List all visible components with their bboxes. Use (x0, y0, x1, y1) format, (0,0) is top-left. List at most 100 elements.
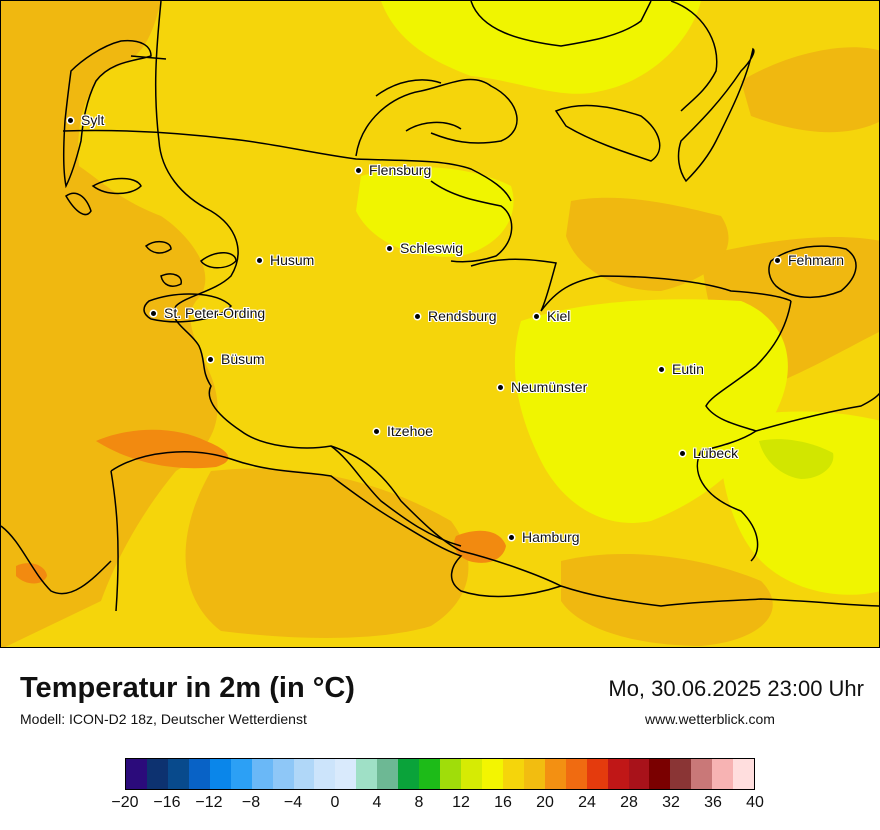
cool-band-east (720, 411, 879, 595)
city-dot (509, 534, 514, 540)
colorbar-swatch (419, 759, 441, 789)
cool-band-angeln (356, 167, 514, 257)
warm-patch-south (185, 468, 469, 638)
colorbar-swatch (565, 759, 587, 789)
city-label: Flensburg (369, 162, 432, 178)
city-dot (387, 245, 392, 251)
city-hamburg: Hamburg (509, 529, 580, 545)
city-label: Eutin (672, 361, 704, 377)
colorbar-tick-label: 12 (452, 794, 470, 811)
colorbar-swatch (146, 759, 168, 789)
city-label: Büsum (221, 351, 265, 367)
hot-spot-sw (16, 563, 47, 584)
colorbar-tick-label: 0 (330, 794, 340, 811)
colorbar-tick-label: 36 (704, 794, 722, 811)
colorbar-swatch (461, 759, 482, 789)
map-layers (1, 1, 879, 647)
colorbar-swatch (440, 759, 461, 789)
colorbar-swatch (398, 759, 420, 789)
city-dot (151, 310, 156, 316)
colorbar-swatch (649, 759, 671, 789)
colorbar-swatch (126, 759, 147, 789)
colorbar-tick-label: 4 (372, 794, 382, 811)
colorbar-tick-label: 40 (746, 794, 764, 811)
city-husum: Husum (257, 252, 314, 268)
city-flensburg: Flensburg (356, 162, 431, 178)
sea-temperature-field (1, 1, 218, 647)
temperature-colorbar (125, 758, 755, 790)
city-dot (257, 257, 262, 263)
colorbar-swatch (712, 759, 734, 789)
city-dot (356, 167, 361, 173)
colorbar-swatch (209, 759, 231, 789)
city-dot (68, 117, 73, 123)
colorbar-tick-label: 16 (494, 794, 512, 811)
city-label: Sylt (81, 112, 105, 128)
colorbar-swatch (544, 759, 566, 789)
colorbar-tick-label: 20 (536, 794, 554, 811)
city-label: Husum (270, 252, 315, 268)
colorbar-swatch (607, 759, 629, 789)
colorbar-ticks: −20 −16 −12 −8 −4 0 4 8 12 16 20 24 28 32 36 40 (0, 794, 880, 818)
city-label: Itzehoe (387, 423, 433, 439)
colorbar-swatch (733, 759, 755, 789)
city-label: Neumünster (511, 379, 588, 395)
city-label: Hamburg (522, 529, 580, 545)
colorbar-swatch (502, 759, 524, 789)
city-sylt: Sylt (68, 112, 104, 128)
warm-patch-kiel-bay (566, 197, 729, 291)
cool-band-holstein (514, 299, 788, 523)
colorbar-tick-label: −8 (241, 794, 261, 811)
colorbar-swatch (670, 759, 692, 789)
colorbar-swatch (628, 759, 650, 789)
city-eutin: Eutin (659, 361, 704, 377)
colorbar-tick-label: 24 (578, 794, 596, 811)
city-label: St. Peter-Ording (164, 305, 266, 321)
city-neumuenster: Neumünster (498, 379, 587, 395)
colorbar-swatch (251, 759, 273, 789)
colorbar-swatch (188, 759, 210, 789)
city-rendsburg: Rendsburg (415, 308, 497, 324)
city-dot (498, 384, 503, 390)
colorbar-tick-label: −16 (153, 794, 181, 811)
colorbar-tick-label: 8 (414, 794, 424, 811)
website-link[interactable]: www.wetterblick.com (645, 711, 775, 727)
city-dot (534, 313, 539, 319)
city-dot (680, 450, 685, 456)
city-schleswig: Schleswig (387, 240, 463, 256)
colorbar-swatch (230, 759, 252, 789)
hot-spot-elbe-mouth (96, 429, 229, 469)
colorbar-tick-label: −4 (283, 794, 303, 811)
map-title: Temperatur in 2m (in °C) (20, 672, 355, 704)
city-dot (415, 313, 420, 319)
colorbar-swatch (167, 759, 189, 789)
colorbar-tick-label: 28 (620, 794, 638, 811)
city-label: Kiel (547, 308, 571, 324)
colorbar-swatch (586, 759, 608, 789)
temperature-map: Sylt Flensburg Schleswig Husum Fehmarn S… (0, 0, 880, 648)
city-dot (208, 356, 213, 362)
city-dot (374, 428, 379, 434)
colorbar-tick-label: 32 (662, 794, 680, 811)
city-itzehoe: Itzehoe (374, 423, 433, 439)
city-fehmarn: Fehmarn (775, 252, 844, 268)
colorbar-swatch (523, 759, 545, 789)
city-kiel: Kiel (534, 308, 570, 324)
city-dot (775, 257, 780, 263)
city-label: Rendsburg (428, 308, 497, 324)
cool-patch-lauenburg (759, 439, 834, 479)
cool-band-north (381, 1, 701, 94)
colorbar-swatch (377, 759, 399, 789)
colorbar-tick-label: −12 (195, 794, 223, 811)
colorbar-swatch (691, 759, 713, 789)
city-label: Schleswig (400, 240, 464, 256)
forecast-datetime: Mo, 30.06.2025 23:00 Uhr (608, 676, 864, 701)
city-buesum: Büsum (208, 351, 265, 367)
warm-patch-ne (741, 47, 879, 133)
warm-patch-se (561, 553, 773, 646)
city-label: Lübeck (693, 445, 739, 461)
colorbar-swatch (272, 759, 294, 789)
city-luebeck: Lübeck (680, 445, 738, 461)
colorbar-tick-label: −20 (111, 794, 139, 811)
colorbar-swatch (356, 759, 378, 789)
